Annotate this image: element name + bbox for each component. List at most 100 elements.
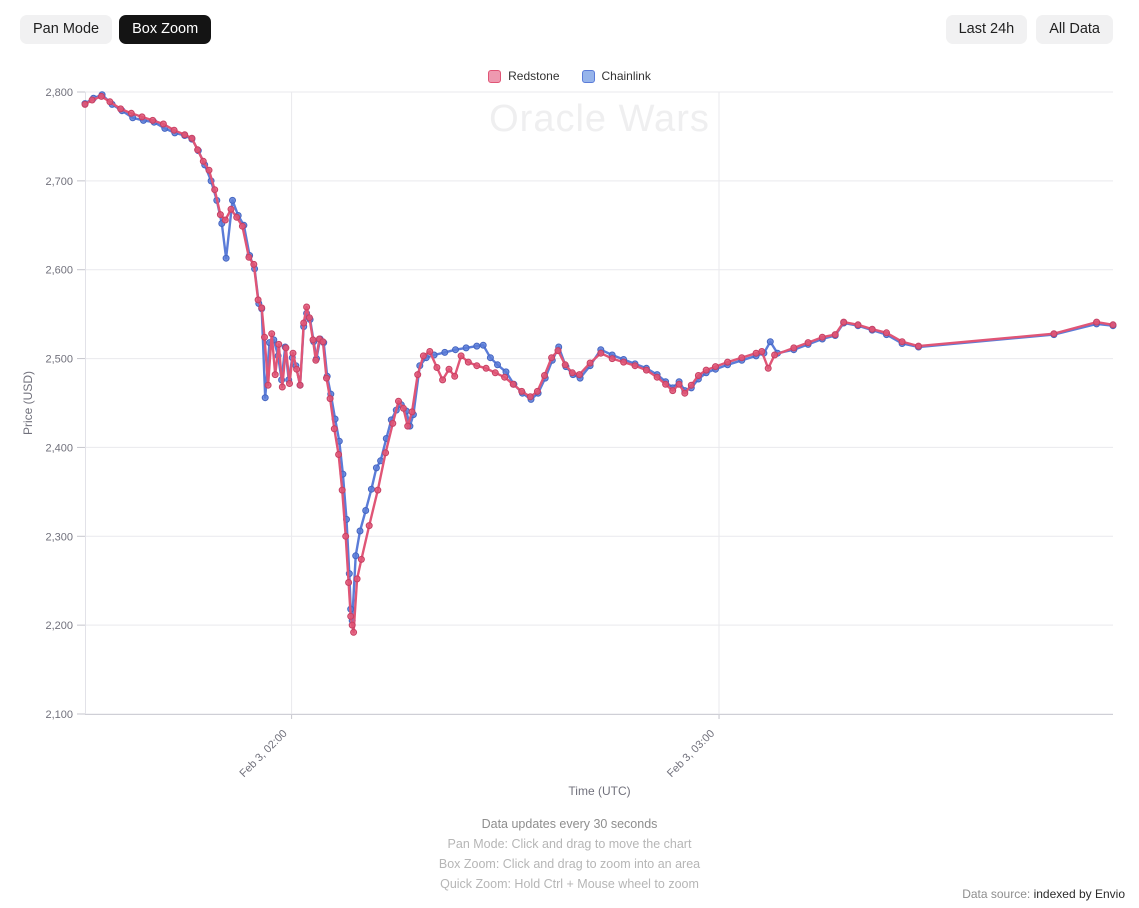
data-point-redstone [915,342,922,350]
data-point-redstone [181,131,189,139]
data-point-redstone [804,339,812,347]
y-tick-label: 2,500 [45,354,73,366]
data-point-redstone [898,338,906,346]
data-point-chainlink [367,485,375,493]
data-point-chainlink [473,342,481,350]
data-point-redstone [127,109,135,117]
data-point-redstone [764,364,772,372]
all-data-button[interactable]: All Data [1036,15,1113,44]
legend-item-chainlink[interactable]: Chainlink [581,69,651,83]
data-point-redstone [586,359,594,367]
data-point-redstone [868,325,876,333]
data-point-redstone [642,366,650,374]
data-point-redstone [702,366,710,374]
data-point-redstone [233,213,241,221]
data-point-redstone [1050,330,1058,338]
data-point-redstone [669,387,677,395]
data-point-chainlink [362,507,370,514]
data-point-redstone [408,408,416,416]
y-tick-label: 2,800 [45,87,73,99]
data-point-redstone [554,347,562,355]
data-point-chainlink [372,464,380,472]
data-point-redstone [575,371,583,379]
y-tick-label: 2,100 [45,709,73,721]
data-point-redstone [526,393,534,401]
data-point-chainlink [766,338,774,346]
data-point-redstone [694,372,702,379]
data-point-redstone [631,362,639,370]
envio-link[interactable]: indexed by Envio [1033,887,1125,901]
y-tick-label: 2,600 [45,265,73,277]
data-point-chainlink [352,552,360,560]
data-point-redstone [211,186,219,194]
data-point-redstone [149,116,157,124]
data-point-redstone [1093,318,1101,326]
pan-mode-button[interactable]: Pan Mode [20,15,113,44]
data-point-redstone [790,344,798,352]
data-point-redstone [518,387,526,395]
data-point-redstone [278,383,286,391]
data-point-redstone [597,349,605,357]
data-point-redstone [382,449,390,457]
legend-label-redstone: Redstone [508,69,560,83]
y-tick-label: 2,400 [45,442,73,454]
data-point-redstone [752,349,760,357]
data-point-redstone [414,371,422,379]
data-point-redstone [758,348,766,355]
data-point-chainlink [462,344,470,352]
data-point-redstone [250,260,258,268]
data-point-redstone [724,358,732,366]
data-point-redstone [303,303,311,311]
legend-item-redstone[interactable]: Redstone [488,69,560,83]
y-tick-label: 2,700 [45,176,73,188]
data-point-redstone [261,333,268,341]
data-point-redstone [883,329,890,337]
last-24h-button[interactable]: Last 24h [945,15,1028,44]
data-point-redstone [374,486,382,494]
data-point-redstone [268,330,276,338]
data-point-redstone [305,314,313,322]
legend-label-chainlink: Chainlink [601,69,651,83]
data-point-redstone [681,389,689,397]
data-point-redstone [840,318,848,326]
data-point-redstone [106,98,114,106]
data-point-redstone [404,422,412,430]
data-point-redstone [357,555,365,563]
data-point-chainlink [494,361,501,369]
data-point-redstone [608,355,616,363]
data-point-redstone [675,380,683,388]
chart-help-text: Data updates every 30 seconds Pan Mode: … [0,814,1139,894]
data-point-redstone [419,352,427,360]
data-point-redstone [491,369,499,377]
box-zoom-button[interactable]: Box Zoom [119,15,212,44]
data-point-chainlink [452,346,459,354]
data-point-redstone [738,354,746,362]
data-point-redstone [227,205,235,213]
data-point-redstone [188,134,196,142]
data-point-redstone [345,579,353,586]
data-point-redstone [389,419,397,427]
data-point-redstone [353,575,361,583]
data-point-redstone [433,364,441,371]
data-point-redstone [117,105,125,113]
data-point-redstone [289,349,297,357]
quick-zoom-hint: Quick Zoom: Hold Ctrl + Mouse wheel to z… [440,877,699,891]
x-axis-title: Time (UTC) [568,784,631,798]
data-point-redstone [501,373,509,381]
chainlink-swatch-icon [581,69,595,83]
data-point-chainlink [486,354,494,362]
data-point-redstone [271,371,279,379]
data-point-redstone [309,336,317,344]
data-point-chainlink [356,527,364,535]
data-point-redstone [312,356,320,364]
data-point-redstone [323,374,330,382]
data-point-redstone [712,363,719,371]
redstone-swatch-icon [488,69,502,83]
x-tick-label: Feb 3, 02:00 [238,728,290,780]
data-point-redstone [533,387,541,395]
data-point-redstone [335,451,343,458]
data-point-redstone [97,92,105,100]
data-point-redstone [831,331,839,339]
